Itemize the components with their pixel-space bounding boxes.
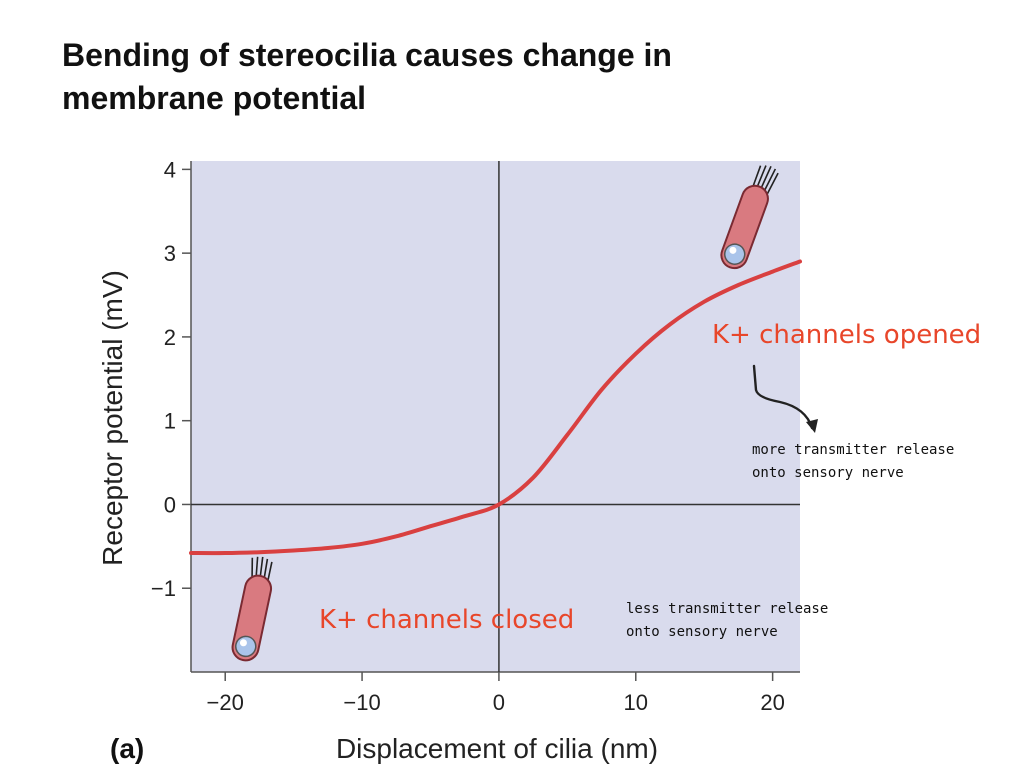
annotation-less-release-line2: onto sensory nerve: [626, 624, 778, 640]
y-tick-label: 4: [164, 157, 176, 182]
hair-cell-opened-icon: [720, 165, 779, 270]
annotation-channels-closed: K+ channels closed: [319, 605, 574, 635]
x-axis-label: Displacement of cilia (nm): [336, 733, 658, 764]
annotation-more-release-line2: onto sensory nerve: [752, 465, 904, 481]
y-tick-label: −1: [151, 576, 176, 601]
nucleus-highlight: [729, 246, 737, 254]
x-tick-label: 0: [493, 690, 505, 715]
annotation-channels-opened: K+ channels opened: [712, 320, 981, 350]
arrowhead-icon: [806, 419, 818, 433]
y-axis-label: Receptor potential (mV): [97, 270, 128, 566]
x-tick-label: 20: [760, 690, 784, 715]
hair-cell-closed-icon: [231, 556, 273, 662]
annotation-arrow-icon: [752, 364, 814, 430]
slide-title: Bending of stereocilia causes change in …: [62, 37, 672, 116]
plot-area: [191, 161, 800, 672]
panel-label: (a): [110, 733, 144, 764]
x-tick-label: −20: [207, 690, 244, 715]
y-tick-label: 2: [164, 325, 176, 350]
annotation-less-release-line1: less transmitter release: [626, 601, 828, 617]
annotation-more-release-line1: more transmitter release: [752, 442, 954, 458]
x-tick-label: −10: [343, 690, 380, 715]
y-tick-label: 3: [164, 241, 176, 266]
series-line: [189, 259, 802, 556]
x-tick-label: 10: [624, 690, 648, 715]
y-tick-label: 1: [164, 409, 176, 434]
nucleus-highlight: [239, 639, 247, 647]
y-tick-label: 0: [164, 492, 176, 517]
